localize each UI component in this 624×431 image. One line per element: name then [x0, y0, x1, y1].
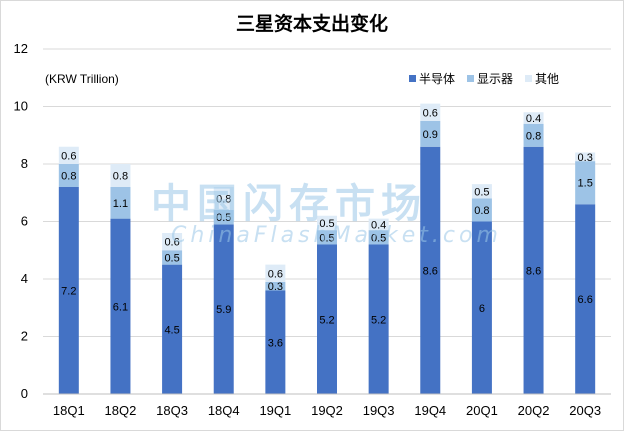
data-label: 0.3	[578, 152, 593, 164]
data-label: 0.5	[319, 218, 334, 230]
legend-label-semiconductor: 半导体	[419, 72, 456, 86]
legend-item-semiconductor: 半导体	[409, 70, 455, 87]
bar-segment	[368, 218, 389, 231]
bar-segment	[162, 264, 183, 394]
bar-segment	[575, 161, 596, 205]
data-label: 0.5	[371, 232, 386, 244]
y-tick-label: 0	[21, 386, 28, 401]
data-label: 6.1	[113, 301, 128, 313]
data-label: 0.4	[371, 219, 386, 231]
bar-segment	[58, 164, 79, 187]
data-label: 1.1	[113, 198, 128, 210]
data-label: 0.6	[61, 150, 76, 162]
bar-segment	[162, 233, 183, 251]
bar-segment	[110, 164, 131, 187]
x-tick-label: 19Q4	[414, 403, 446, 418]
data-label: 0.8	[113, 171, 128, 183]
x-tick-label: 19Q2	[311, 403, 343, 418]
y-tick-label: 6	[21, 214, 28, 229]
x-tick-label: 20Q1	[466, 403, 498, 418]
bar-segment	[471, 221, 492, 394]
bar-segment	[265, 264, 286, 282]
data-label: 0.8	[216, 194, 231, 206]
data-label: 8.6	[526, 265, 541, 277]
legend: 半导体 显示器 其他	[409, 70, 559, 87]
y-tick-label: 12	[14, 41, 28, 56]
bar-segment	[110, 218, 131, 394]
bar-segment	[523, 112, 544, 124]
data-label: 0.6	[423, 107, 438, 119]
y-tick-label: 8	[21, 156, 28, 171]
x-tick-label: 19Q3	[363, 403, 395, 418]
data-label: 7.2	[61, 286, 76, 298]
bar-segment	[110, 187, 131, 219]
bar-segment	[265, 290, 286, 394]
data-label: 3.6	[268, 337, 283, 349]
data-label: 0.5	[216, 212, 231, 224]
bar-segment	[575, 152, 596, 162]
bar-segment	[420, 146, 441, 394]
unit-label: (KRW Trillion)	[45, 72, 119, 86]
data-label: 0.4	[526, 113, 541, 125]
x-tick-label: 18Q1	[53, 403, 85, 418]
x-tick-label: 18Q3	[156, 403, 188, 418]
data-label: 5.2	[319, 314, 334, 326]
bar-segment	[317, 230, 337, 245]
bar-segment	[523, 146, 544, 394]
bar-segment	[420, 103, 441, 121]
bar-segment	[368, 244, 389, 394]
bar-segment	[471, 198, 492, 222]
bar-segment	[523, 123, 544, 147]
legend-label-display: 显示器	[477, 72, 514, 86]
data-label: 0.8	[61, 171, 76, 183]
data-label: 0.6	[164, 237, 179, 249]
y-tick-label: 4	[21, 271, 28, 286]
y-tick-label: 10	[14, 99, 28, 114]
bar-segment	[317, 244, 337, 394]
data-label: 6	[479, 303, 485, 315]
data-label: 6.6	[578, 294, 593, 306]
bar-segment	[575, 204, 596, 394]
x-tick-label: 18Q4	[208, 403, 240, 418]
y-tick-label: 2	[21, 329, 28, 344]
bar-segment	[265, 281, 286, 291]
bar-segment	[213, 210, 234, 225]
data-label: 4.5	[164, 324, 179, 336]
bar-segment	[317, 215, 337, 231]
data-label: 0.5	[319, 232, 334, 244]
data-label: 0.9	[423, 129, 438, 141]
bar-segment	[58, 146, 79, 164]
data-label: 1.5	[578, 178, 593, 190]
x-tick-label: 20Q3	[569, 403, 601, 418]
bar-segment	[162, 250, 183, 265]
legend-swatch-semiconductor	[409, 75, 416, 82]
data-label: 0.3	[268, 281, 283, 293]
legend-swatch-display	[467, 75, 475, 82]
bar-segment	[213, 187, 234, 210]
data-label: 0.5	[164, 252, 179, 264]
legend-swatch-other	[525, 75, 533, 82]
data-label: 8.6	[423, 265, 438, 277]
x-tick-label: 18Q2	[105, 403, 137, 418]
data-label: 0.6	[268, 268, 283, 280]
data-label: 5.9	[216, 304, 231, 316]
chart-title: 三星资本支出变化	[235, 13, 388, 35]
x-tick-label: 19Q1	[259, 403, 291, 418]
bar-segment	[471, 184, 492, 199]
bar-segment	[213, 224, 234, 394]
legend-item-other: 其他	[525, 70, 559, 87]
bar-segment	[368, 230, 389, 245]
legend-item-display: 显示器	[467, 70, 513, 87]
data-label: 5.2	[371, 314, 386, 326]
x-tick-label: 20Q2	[518, 403, 550, 418]
legend-label-other: 其他	[535, 72, 560, 86]
bar-segment	[420, 120, 441, 147]
data-label: 0.8	[526, 130, 541, 142]
data-label: 0.8	[474, 205, 489, 217]
data-label: 0.5	[474, 186, 489, 198]
bar-segment	[58, 187, 79, 394]
